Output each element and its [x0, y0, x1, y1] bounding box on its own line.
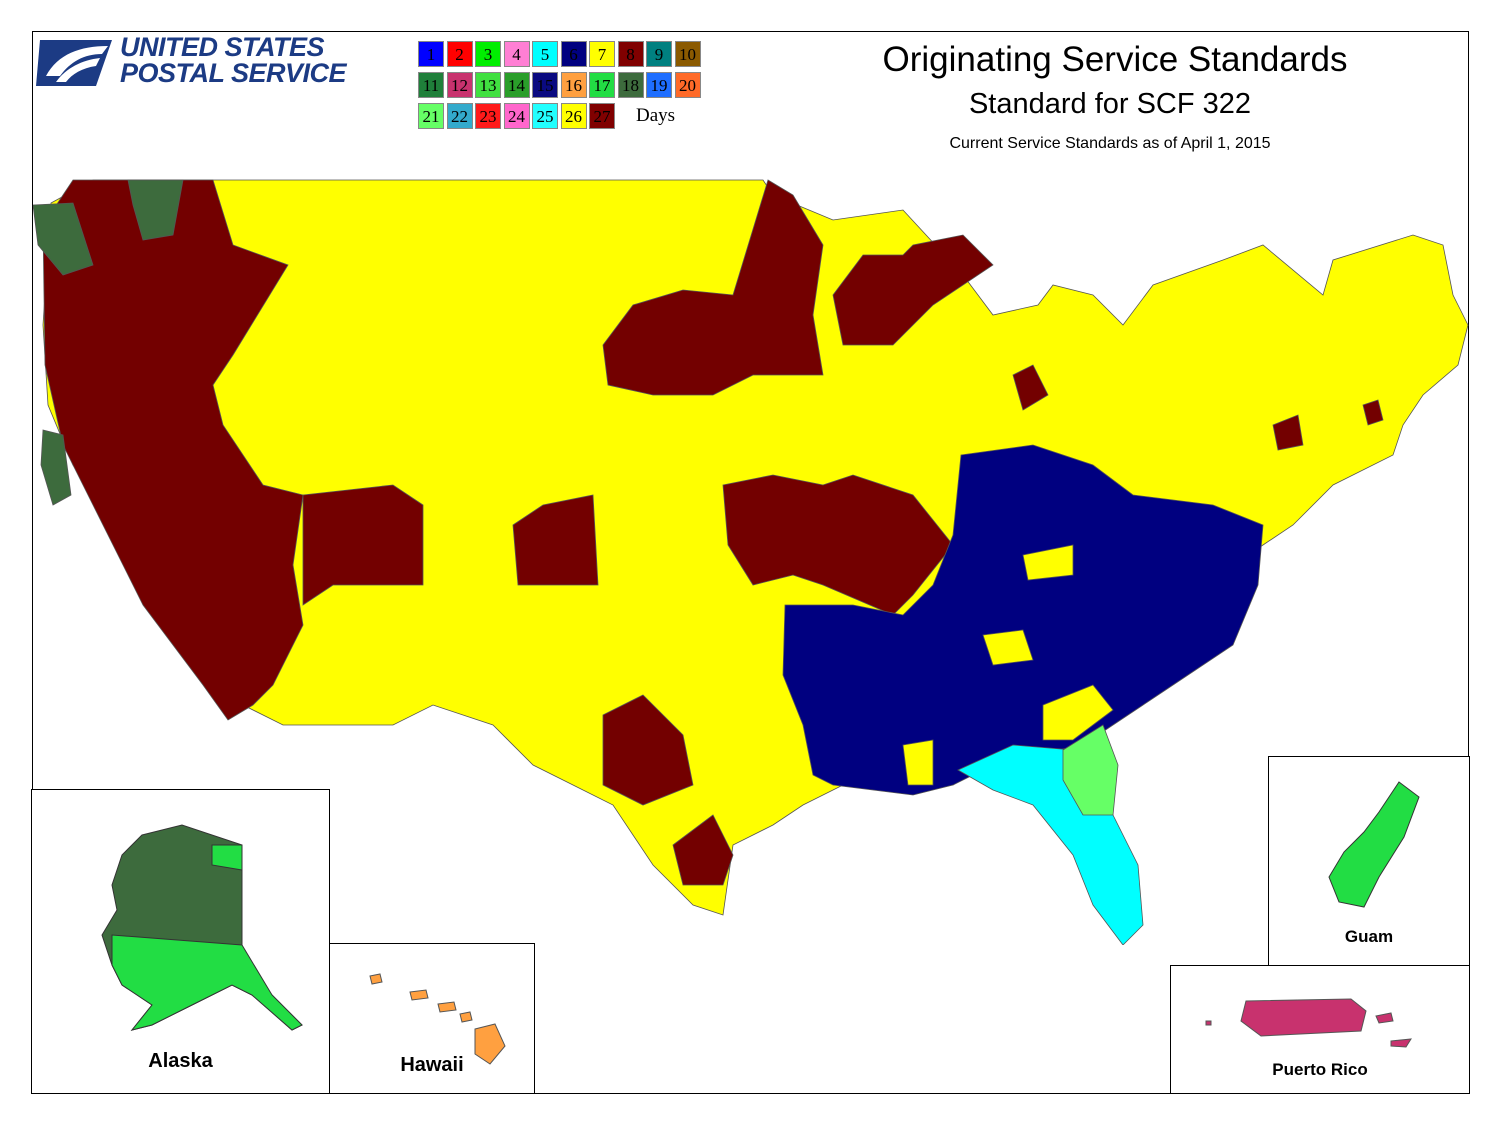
legend-swatch-27: 27: [589, 103, 615, 129]
puerto-rico-inset: Puerto Rico: [1170, 965, 1470, 1094]
eagle-icon: [36, 40, 112, 86]
legend-unit-label: Days: [636, 105, 676, 126]
contiguous-us-map: [33, 179, 1469, 945]
legend-swatch-15: 15: [532, 72, 558, 98]
guam-shape: [1328, 781, 1420, 908]
legend-swatch-3: 3: [475, 41, 501, 67]
region-26-days-sc: [1042, 684, 1114, 741]
region-27-days-tx-panhandle: [602, 694, 694, 806]
logo-line-1: UNITED STATES: [120, 32, 325, 62]
legend-swatch-9: 9: [646, 41, 672, 67]
legend-swatch-20: 20: [674, 72, 701, 98]
alaska-shape: [101, 824, 303, 1031]
legend-swatch-4: 4: [503, 41, 530, 67]
legend-swatch-8: 8: [617, 41, 644, 67]
map-title: Originating Service Standards: [882, 40, 1348, 79]
region-27-days-ks-mo: [722, 474, 954, 616]
legend-swatch-13: 13: [475, 72, 501, 98]
legend-swatch-26: 26: [560, 103, 587, 129]
region-27-days-tx-coast: [672, 814, 734, 886]
puerto-rico-shape: [1205, 998, 1412, 1048]
legend-swatch-19: 19: [646, 72, 672, 98]
map-subtitle: Standard for SCF 322: [968, 88, 1252, 120]
region-27-days-wi: [832, 234, 994, 346]
legend-swatch-23: 23: [475, 103, 501, 129]
legend-swatch-5: 5: [532, 41, 558, 67]
legend-swatch-25: 25: [532, 103, 558, 129]
region-27-days-west: [42, 179, 304, 721]
region-27-days-mi: [1012, 364, 1049, 411]
legend-swatch-2: 2: [446, 41, 473, 67]
alaska-label: Alaska: [148, 1050, 213, 1072]
legend-swatch-22: 22: [446, 103, 473, 129]
logo-line-2: POSTAL SERVICE: [120, 58, 347, 88]
legend-swatch-16: 16: [560, 72, 587, 98]
hawaii-inset: Hawaii: [329, 943, 535, 1094]
guam-label: Guam: [1344, 927, 1394, 946]
legend-swatch-18: 18: [617, 72, 644, 98]
region-27-days-ny: [1272, 414, 1304, 451]
legend-swatch-24: 24: [503, 103, 530, 129]
legend-swatch-7: 7: [589, 41, 615, 67]
region-27-days-dakotas: [602, 179, 824, 396]
alaska-inset: Alaska: [31, 789, 330, 1094]
region-18-days-wa: [33, 202, 94, 276]
legend-swatch-12: 12: [446, 72, 473, 98]
region-26-days-ms: [902, 739, 934, 786]
legend-swatch-1: 1: [418, 41, 444, 67]
legend-swatch-10: 10: [674, 41, 701, 67]
guam-inset: Guam: [1268, 756, 1470, 966]
puerto-rico-label: Puerto Rico: [1272, 1060, 1368, 1079]
legend-swatch-17: 17: [589, 72, 615, 98]
legend-swatch-21: 21: [418, 103, 444, 129]
legend-swatch-11: 11: [418, 72, 444, 98]
legend-swatch-14: 14: [503, 72, 530, 98]
region-26-days-ky: [1022, 544, 1074, 581]
as-of-date: Current Service Standards as of April 1,…: [949, 135, 1271, 152]
map-frame: [32, 31, 1469, 1094]
region-18-days-id: [127, 179, 184, 241]
region-27-days-co: [512, 494, 599, 586]
legend-swatch-6: 6: [560, 41, 587, 67]
hawaii-label: Hawaii: [400, 1054, 464, 1076]
region-26-days-tn: [982, 629, 1034, 666]
region-21-days-ga: [1062, 724, 1119, 816]
hawaii-shape: [369, 973, 506, 1065]
region-18-days-ca: [40, 429, 72, 506]
region-27-days-me: [1362, 399, 1384, 426]
usps-logo: UNITED STATES POSTAL SERVICE: [36, 34, 366, 90]
region-27-days-nevada: [302, 484, 424, 606]
